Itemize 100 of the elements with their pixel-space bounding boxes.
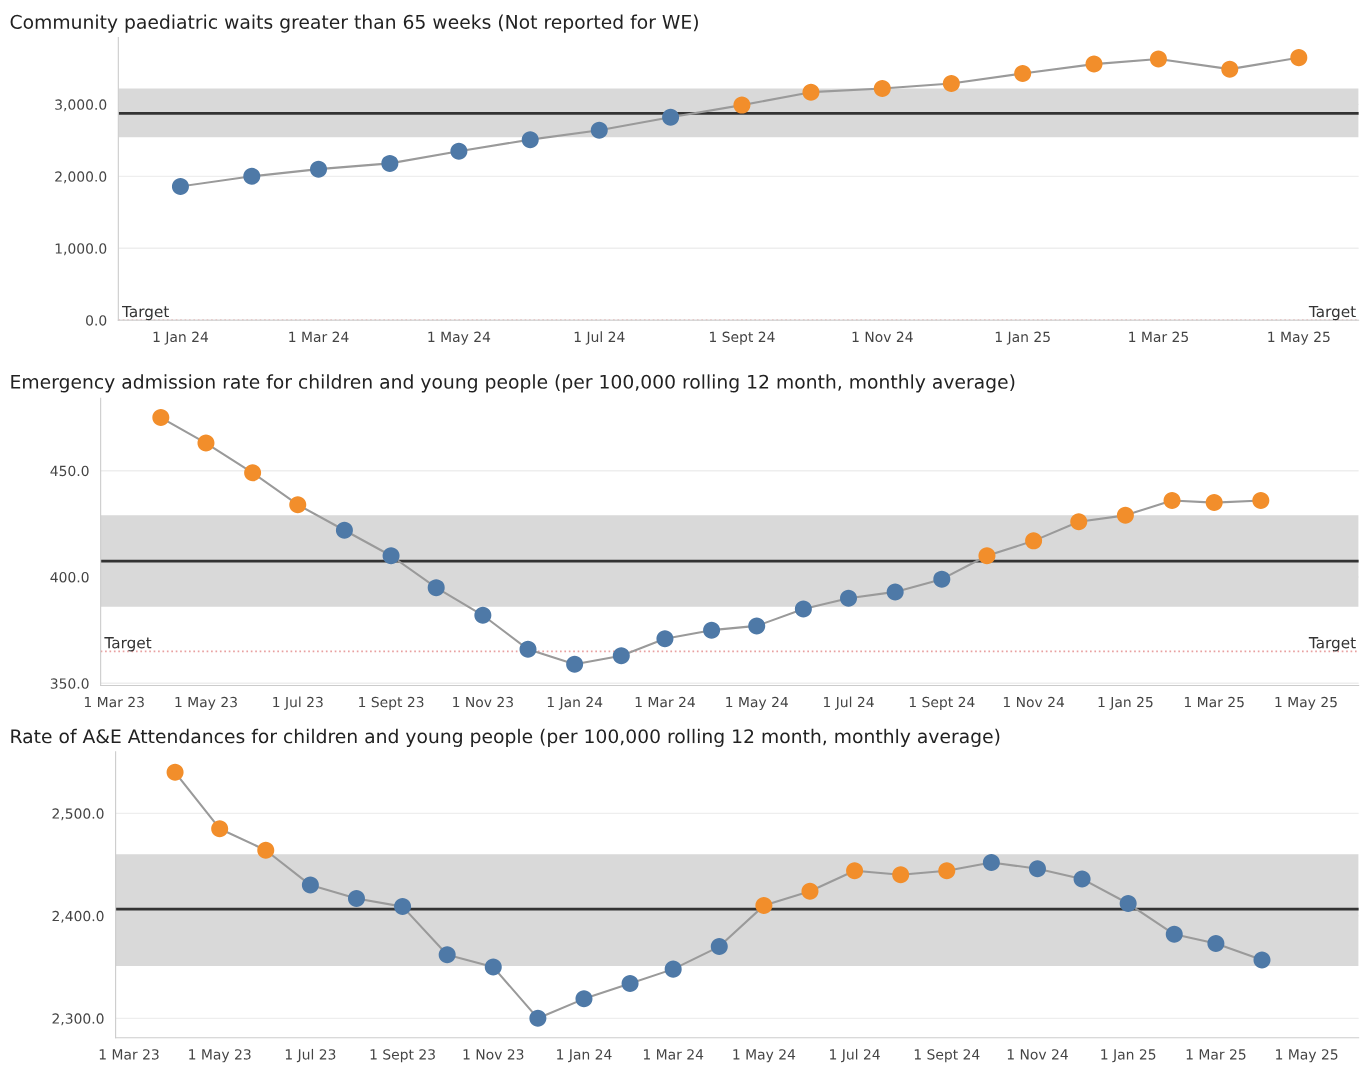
point [1085, 55, 1103, 73]
point [289, 496, 307, 514]
point [1207, 935, 1225, 953]
point [1221, 60, 1239, 78]
y-tick-label: 0.0 [86, 315, 107, 326]
point [612, 647, 630, 665]
x-tick-label: 1 Nov 23 [463, 1049, 524, 1060]
point [1163, 491, 1181, 509]
x-tick-label: 1 Jul 24 [574, 331, 625, 345]
point [1025, 532, 1043, 550]
x-tick-label: 1 Sept 23 [370, 1049, 435, 1063]
y-tick-label: 1,000.0 [55, 243, 107, 256]
point [802, 83, 820, 101]
point [1116, 506, 1134, 524]
point [382, 547, 400, 565]
point [982, 854, 1000, 872]
x-tick-label: 1 Sept 24 [909, 696, 975, 710]
point [566, 655, 584, 673]
y-tick-label: 2,400.0 [52, 910, 104, 923]
point [1028, 860, 1046, 878]
y-tick-label: 2,300.0 [52, 1013, 104, 1026]
x-tick-label: 1 Jan 24 [547, 696, 603, 710]
x-tick-label: 1 Jul 24 [824, 696, 874, 710]
point [519, 640, 537, 658]
point [450, 142, 468, 160]
chart-title: Rate of A&E Attendances for children and young people (per 100,000 rolling 12 month, monthly average) [11, 728, 1000, 747]
point [438, 946, 456, 964]
point [748, 617, 766, 635]
text: Target [1308, 305, 1356, 321]
x-tick-label: 1 Sept 24 [709, 331, 775, 345]
x-tick-label: 1 May 25 [1268, 331, 1330, 345]
x-tick-label: 1 Mar 24 [643, 1049, 704, 1060]
point [942, 75, 960, 93]
point [166, 763, 184, 781]
x-tick-label: 1 Mar 25 [1184, 696, 1244, 708]
x-tick-label: 1 Nov 24 [852, 331, 913, 343]
point [521, 131, 539, 149]
chart-title: Community paediatric waits greater than 65 weeks (Not reported for WE) [10, 14, 698, 33]
x-tick-label: 1 May 23 [175, 696, 237, 710]
point [755, 897, 773, 915]
point [381, 154, 399, 172]
point [590, 121, 608, 139]
x-tick-label: 1 Jan 25 [995, 331, 1050, 345]
text: Target [1308, 637, 1356, 652]
point [529, 1009, 547, 1027]
point [1253, 951, 1271, 969]
x-tick-label: 1 May 25 [1276, 1049, 1338, 1063]
point [846, 862, 864, 880]
point [427, 579, 445, 597]
x-tick-label: 1 May 25 [1275, 696, 1337, 710]
point [656, 630, 674, 648]
point [801, 882, 819, 900]
ref-line-label: Target [122, 305, 169, 321]
x-tick-label: 1 Nov 24 [1003, 696, 1065, 708]
x-tick-label: 1 Mar 25 [1186, 1049, 1246, 1060]
point [621, 974, 639, 992]
point [938, 862, 956, 880]
point [1073, 870, 1091, 888]
point [1252, 491, 1270, 509]
point [211, 820, 229, 838]
point [664, 960, 682, 978]
point [1149, 50, 1167, 68]
point [1119, 895, 1137, 913]
x-tick-label: 1 Mar 23 [84, 696, 144, 708]
point [1070, 513, 1088, 531]
y-tick-label: 3,000.0 [55, 99, 107, 112]
point [335, 521, 353, 539]
point [152, 409, 170, 427]
y-tick-label: 2,000.0 [55, 171, 107, 184]
y-tick-label: 2,500.0 [52, 808, 104, 821]
x-tick-label: 1 Mar 24 [635, 696, 695, 708]
x-tick-label: 1 May 24 [733, 1049, 796, 1063]
x-tick-label: 1 May 23 [189, 1049, 251, 1063]
point [733, 96, 751, 114]
x-tick-label: 1 May 24 [428, 331, 491, 345]
point [301, 876, 319, 894]
x-tick-label: 1 Nov 24 [1007, 1049, 1068, 1060]
ref-line-label: Target [104, 637, 152, 652]
x-tick-label: 1 Jan 24 [557, 1049, 612, 1063]
point [1165, 925, 1183, 943]
point [243, 167, 261, 185]
point [1205, 494, 1223, 512]
y-tick-label: 450.0 [50, 465, 89, 477]
point [171, 177, 189, 195]
point [310, 160, 328, 178]
point [662, 108, 680, 126]
point [933, 570, 951, 588]
point [892, 866, 910, 884]
x-tick-label: 1 Mar 23 [99, 1049, 159, 1060]
point [474, 606, 492, 624]
point [575, 990, 593, 1008]
x-tick-label: 1 Jan 24 [153, 331, 209, 345]
x-tick-label: 1 Sept 24 [914, 1049, 980, 1063]
x-tick-label: 1 May 24 [726, 696, 788, 710]
point [703, 621, 721, 639]
point [197, 434, 215, 452]
chart-title: Emergency admission rate for children and young people (per 100,000 rolling 12 month, monthly average) [11, 374, 1015, 393]
y-tick-label: 400.0 [50, 571, 89, 583]
x-tick-label: 1 Nov 23 [453, 696, 513, 708]
point [257, 841, 275, 859]
